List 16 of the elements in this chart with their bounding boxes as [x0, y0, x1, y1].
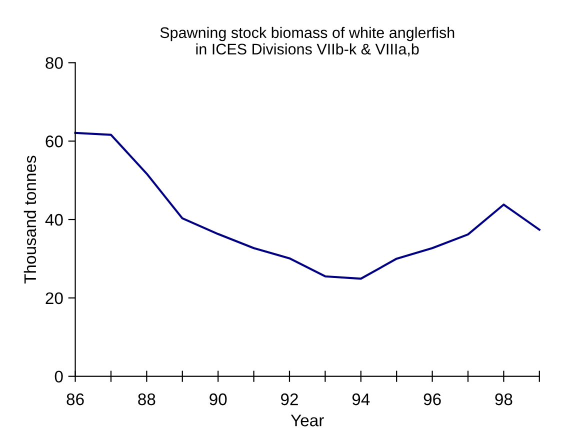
y-tick-label: 80: [46, 57, 63, 69]
y-axis-title: Thousand tonnes: [24, 156, 36, 284]
y-tick-label: 40: [45, 214, 63, 226]
x-tick-label: 92: [281, 393, 298, 406]
y-tick-label: 20: [46, 292, 63, 304]
x-tick-label: 86: [66, 393, 84, 406]
x-tick-label: 94: [352, 393, 370, 406]
chart-title: Spawning stock biomass of white anglerfish in ICES Divisions VIIb-k & VIIIa,b: [160, 26, 454, 56]
x-axis-title: Year: [290, 414, 324, 426]
x-tick-label: 96: [424, 393, 441, 406]
y-tick-label: 0: [54, 370, 63, 383]
x-tick-label: 88: [138, 393, 156, 406]
x-tick-label: 98: [495, 393, 512, 406]
line-series: [74, 132, 540, 280]
y-tick-label: 60: [46, 136, 63, 148]
x-tick-label: 90: [210, 393, 227, 406]
